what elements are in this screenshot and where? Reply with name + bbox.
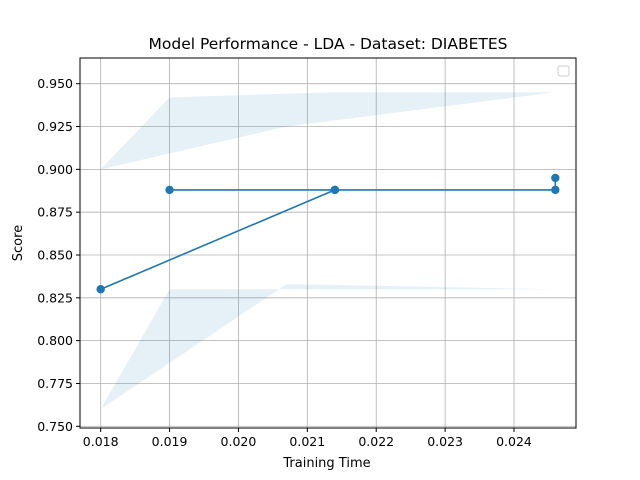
y-tick-label: 0.750 [37,419,73,434]
grid [80,58,576,428]
y-tick-label: 0.925 [37,119,73,134]
x-tick-label: 0.022 [358,434,394,449]
confidence-band-area [100,92,556,410]
y-tick-label: 0.875 [37,205,73,220]
y-axis-label: Score [11,225,26,261]
x-tick-label: 0.019 [152,434,188,449]
x-tick-label: 0.018 [83,434,119,449]
data-point [165,185,174,195]
y-tick-label: 0.850 [37,247,73,262]
y-tick-label: 0.950 [37,76,73,91]
y-tick-label: 0.825 [37,290,73,305]
x-tick-label: 0.024 [496,434,532,449]
x-tick-label: 0.023 [427,434,463,449]
axes-frame [79,57,577,429]
x-axis-label: Training Time [282,456,370,471]
x-tick-label: 0.020 [221,434,257,449]
y-tick-label: 0.900 [37,162,73,177]
legend-box [557,65,570,77]
data-point [551,173,560,183]
y-tick-label: 0.800 [37,333,73,348]
axes [76,57,577,432]
tick-labels: 0.018 0.019 0.020 0.021 0.022 0.023 0.024 0.750… [37,76,532,449]
legend [557,65,570,77]
data-point [96,285,105,294]
y-tick-label: 0.775 [37,376,73,391]
data-point [551,185,560,195]
x-tick-label: 0.021 [289,434,325,449]
chart-title: Model Performance - LDA - Dataset: DIABE… [149,35,508,53]
data-point [330,185,340,195]
series-points [96,173,560,294]
confidence-band [100,92,556,410]
